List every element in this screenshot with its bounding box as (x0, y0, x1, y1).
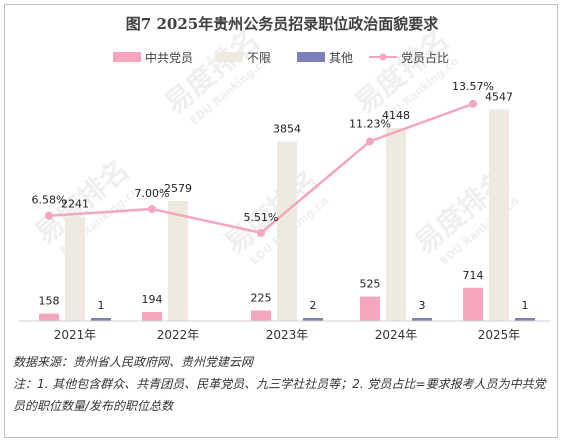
bar-value-label: 1 (98, 299, 105, 312)
bar-value-label: 225 (251, 292, 272, 305)
bar (412, 318, 432, 321)
line-value-label: 11.23% (349, 117, 391, 130)
legend-label: 其他 (329, 51, 353, 65)
legend-label: 不限 (247, 51, 271, 65)
bar-value-label: 2241 (61, 198, 89, 211)
bar (360, 296, 380, 321)
legend-label: 中共党员 (145, 50, 193, 65)
line-value-label: 5.51% (244, 211, 279, 224)
bar (65, 216, 85, 321)
x-tick-label: 2021年 (54, 328, 97, 342)
bar-value-label: 714 (463, 269, 484, 282)
bar-value-label: 2579 (164, 182, 192, 195)
bar (91, 318, 111, 321)
legend-marker (379, 53, 387, 61)
line-value-label: 7.00% (135, 187, 170, 200)
line-layer: 6.58% 7.00% 5.51% 11.23% 13.57% (32, 80, 494, 237)
line-value-label: 6.58% (32, 194, 67, 207)
bar-value-label: 4547 (485, 90, 513, 103)
bar-value-label: 3854 (273, 123, 301, 136)
bar (251, 310, 271, 321)
bar (142, 311, 162, 321)
legend-swatch (215, 52, 243, 62)
bar (515, 318, 535, 321)
bar-value-label: 194 (142, 293, 163, 306)
x-tick-label: 2022年 (157, 328, 200, 342)
chart-title: 图7 2025年贵州公务员招录职位政治面貌要求 (125, 15, 439, 33)
x-axis-labels: 2021年 2022年 2023年 2024年 2025年 (54, 328, 521, 342)
line-point (148, 205, 156, 213)
bar-value-label: 525 (360, 278, 381, 291)
notes: 数据来源：贵州省人民政府网、贵州党建云网 注：1. 其他包含群众、共青团员、民革… (13, 351, 553, 417)
bar (489, 109, 509, 321)
legend-label: 党员占比 (401, 50, 449, 65)
bar-value-label: 158 (39, 295, 60, 308)
x-tick-label: 2025年 (478, 328, 521, 342)
legend: 中共党员 不限 其他 党员占比 (113, 50, 449, 65)
bar (463, 287, 483, 321)
x-tick-label: 2023年 (266, 328, 309, 342)
chart-frame: 图7 2025年贵州公务员招录职位政治面貌要求 易度排名 EDU Ranking.… (4, 4, 558, 438)
data-source: 数据来源：贵州省人民政府网、贵州党建云网 (13, 355, 254, 369)
footnote: 注：1. 其他包含群众、共青团员、民革党员、九三学社社员等；2. 党员占比=要求… (13, 377, 546, 413)
legend-swatch (113, 52, 141, 62)
x-tick-label: 2024年 (375, 328, 418, 342)
bar-value-label: 4148 (382, 109, 410, 122)
bar (277, 141, 297, 321)
bar (303, 318, 323, 321)
bar-value-label: 2 (310, 299, 317, 312)
bar (39, 313, 59, 321)
line-value-label: 13.57% (452, 80, 494, 93)
bar (386, 127, 406, 322)
bar-value-label: 3 (419, 299, 426, 312)
bar (168, 200, 188, 321)
line-point (45, 211, 53, 220)
bars-layer: 158 2241 1 194 2579 225 3854 2 525 4148 3 714 4547 1 (39, 90, 535, 322)
bar-value-label: 1 (522, 299, 529, 312)
line-point (257, 228, 265, 237)
line-point (366, 137, 374, 146)
legend-swatch (297, 52, 325, 62)
line-point (469, 99, 477, 108)
